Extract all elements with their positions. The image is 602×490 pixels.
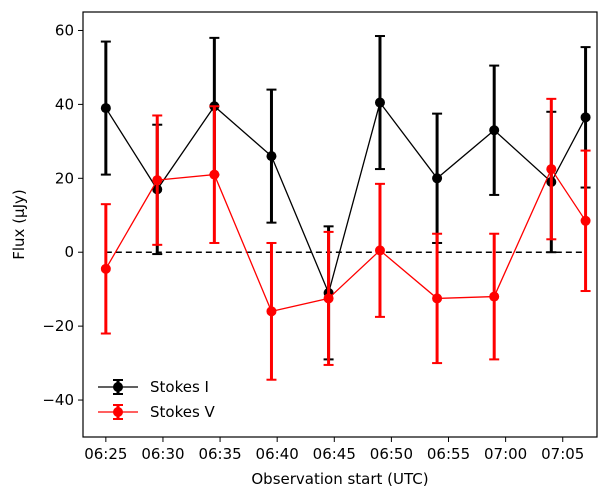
- legend-label-stokes-v: Stokes V: [150, 403, 216, 421]
- data-point: [580, 215, 591, 226]
- legend-marker-stokes-v: [113, 407, 123, 417]
- data-point: [432, 293, 443, 304]
- y-tick-label: 60: [55, 21, 74, 39]
- data-point: [100, 263, 111, 274]
- x-tick-label: 06:35: [198, 445, 241, 463]
- data-point: [323, 293, 334, 304]
- series-line-stokes-i: [105, 101, 587, 295]
- plot-area: [100, 35, 591, 381]
- x-tick-label: 07:05: [541, 445, 584, 463]
- x-tick-label: 07:00: [484, 445, 527, 463]
- legend-item-stokes-i: Stokes I: [98, 378, 209, 396]
- legend: Stokes I Stokes V: [90, 370, 245, 428]
- x-tick-label: 06:25: [84, 445, 127, 463]
- data-point: [374, 97, 385, 108]
- y-axis-label: Flux (μJy): [10, 189, 28, 260]
- data-point: [374, 245, 385, 256]
- x-tick-label: 06:50: [370, 445, 413, 463]
- x-tick-label: 06:30: [141, 445, 184, 463]
- series-stokes-i: [100, 35, 591, 361]
- series-line-stokes-v: [105, 167, 587, 313]
- y-tick-label: −40: [42, 391, 74, 409]
- data-point: [100, 103, 111, 114]
- data-point: [546, 164, 557, 175]
- x-axis: 06:25 06:30 06:35 06:40 06:45 06:50 06:55 07:00…: [84, 437, 584, 463]
- x-tick-label: 06:45: [313, 445, 356, 463]
- y-tick-label: 0: [64, 243, 74, 261]
- y-tick-label: 20: [55, 169, 74, 187]
- data-point: [489, 291, 500, 302]
- data-point: [266, 151, 277, 162]
- legend-marker-stokes-i: [113, 382, 123, 392]
- data-point: [266, 306, 277, 317]
- legend-label-stokes-i: Stokes I: [150, 378, 209, 396]
- x-tick-label: 06:55: [427, 445, 470, 463]
- plot-frame: [82, 11, 598, 438]
- x-tick-label: 06:40: [256, 445, 299, 463]
- y-tick-label: 40: [55, 95, 74, 113]
- data-point: [432, 173, 443, 184]
- legend-item-stokes-v: Stokes V: [98, 403, 216, 421]
- data-point: [152, 175, 163, 186]
- x-axis-label: Observation start (UTC): [251, 470, 428, 488]
- y-tick-label: −20: [42, 317, 74, 335]
- data-point: [209, 169, 220, 180]
- series-stokes-v: [100, 97, 591, 381]
- data-point: [580, 112, 591, 123]
- data-point: [489, 125, 500, 136]
- y-axis: −40 −20 0 20 40 60: [42, 21, 83, 409]
